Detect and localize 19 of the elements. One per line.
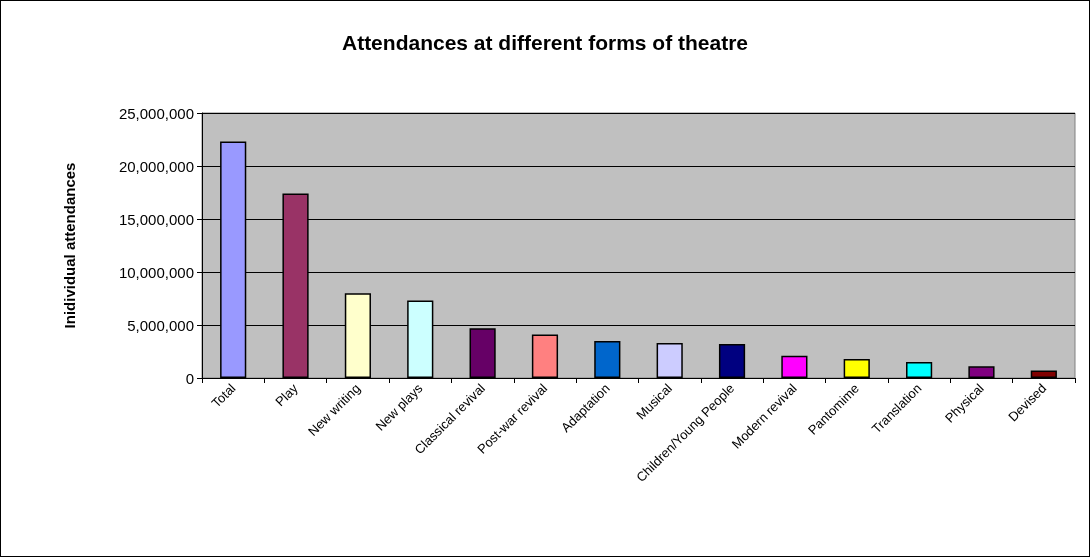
bar <box>1030 370 1057 378</box>
y-tick-label: 20,000,000 <box>118 157 194 175</box>
bar <box>469 328 496 378</box>
bar <box>531 334 559 378</box>
y-tick-label: 25,000,000 <box>118 104 194 122</box>
bar <box>843 358 870 378</box>
x-tick-label: Play <box>272 380 302 410</box>
chart-title: Attendances at different forms of theatre <box>341 31 749 54</box>
bar <box>656 343 683 378</box>
y-tick-label: 5,000,000 <box>127 316 194 334</box>
y-axis-title: Inidividual attendances <box>61 162 78 329</box>
bar <box>906 362 933 378</box>
bar <box>781 355 808 378</box>
bar <box>968 366 995 378</box>
y-tick-label: 15,000,000 <box>118 210 194 228</box>
bar <box>718 344 746 378</box>
y-tick-label: 0 <box>185 369 194 387</box>
y-tick-label: 10,000,000 <box>118 263 194 281</box>
bar <box>594 340 621 378</box>
